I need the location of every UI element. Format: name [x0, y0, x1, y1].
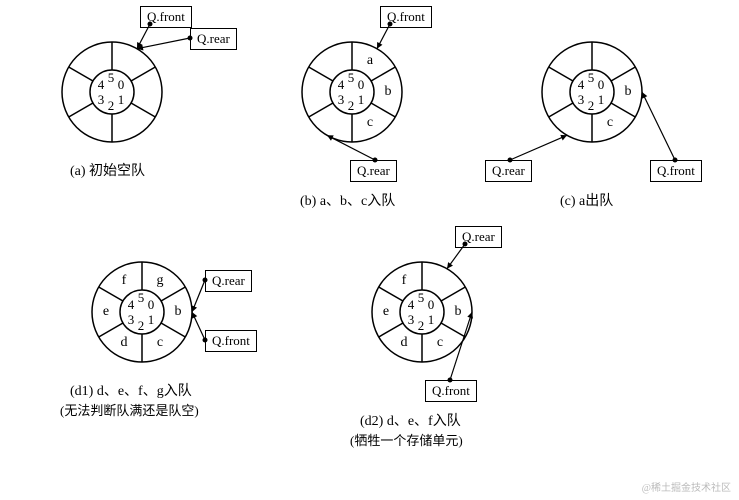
pointer-box: Q.front [205, 330, 257, 352]
circular-queue: abc 012345 [300, 40, 404, 144]
pointer-box: Q.front [380, 6, 432, 28]
index-label: 0 [598, 77, 605, 93]
watermark: @稀土掘金技术社区 [642, 479, 731, 494]
slot-value: e [383, 304, 389, 320]
pointer-box: Q.front [650, 160, 702, 182]
slot-value: c [437, 335, 443, 351]
pointer-box: Q.front [140, 6, 192, 28]
index-label: 3 [408, 312, 415, 328]
slot-value: g [157, 273, 164, 289]
index-label: 0 [428, 297, 435, 313]
figure-subcaption: (无法判断队满还是队空) [60, 400, 199, 419]
figure-d1: gbcdef012345Q.rear Q.front (d1) d、e、f、g入… [90, 260, 194, 364]
index-label: 5 [348, 70, 355, 86]
index-label: 4 [578, 77, 585, 93]
ring-svg [60, 40, 164, 144]
slot-value: c [607, 115, 613, 131]
slot-value: b [625, 84, 632, 100]
slot-value: e [103, 304, 109, 320]
index-label: 2 [348, 98, 355, 114]
figure-subcaption: (牺牲一个存储单元) [350, 430, 463, 449]
index-label: 5 [588, 70, 595, 86]
index-label: 5 [418, 290, 425, 306]
index-label: 4 [128, 297, 135, 313]
slot-value: b [175, 304, 182, 320]
slot-value: b [455, 304, 462, 320]
index-label: 0 [118, 77, 125, 93]
figure-caption: (a) 初始空队 [70, 160, 145, 180]
figure-caption: (b) a、b、c入队 [300, 190, 395, 210]
slot-value: f [122, 273, 127, 289]
index-label: 0 [358, 77, 365, 93]
slot-value: b [385, 84, 392, 100]
pointer-box: Q.rear [350, 160, 397, 182]
slot-value: d [401, 335, 408, 351]
slot-value: c [367, 115, 373, 131]
circular-queue: gbc def 012345 [90, 260, 194, 364]
pointer-box: Q.rear [190, 28, 237, 50]
pointer-box: Q.rear [205, 270, 252, 292]
index-label: 4 [98, 77, 105, 93]
index-label: 5 [138, 290, 145, 306]
index-label: 1 [358, 92, 365, 108]
index-label: 1 [118, 92, 125, 108]
pointer-box: Q.rear [485, 160, 532, 182]
index-label: 0 [148, 297, 155, 313]
figure-caption: (d1) d、e、f、g入队 [70, 380, 192, 400]
pointer-box: Q.rear [455, 226, 502, 248]
index-label: 2 [418, 318, 425, 334]
index-label: 2 [138, 318, 145, 334]
index-label: 1 [598, 92, 605, 108]
slot-value: c [157, 335, 163, 351]
figure-caption: (d2) d、e、f入队 [360, 410, 461, 430]
slot-value: a [367, 53, 373, 69]
index-label: 2 [588, 98, 595, 114]
index-label: 1 [148, 312, 155, 328]
index-label: 3 [128, 312, 135, 328]
index-label: 5 [108, 70, 115, 86]
figure-c: bc012345Q.rear Q.front (c) a出队 [540, 40, 644, 144]
index-label: 3 [338, 92, 345, 108]
figure-d2: bcdef012345Q.rear Q.front (d2) d、e、f入队(牺… [370, 260, 474, 364]
index-label: 2 [108, 98, 115, 114]
index-label: 4 [338, 77, 345, 93]
circular-queue: bc 012345 [540, 40, 644, 144]
figure-caption: (c) a出队 [560, 190, 613, 210]
slot-value: f [402, 273, 407, 289]
pointer-box: Q.front [425, 380, 477, 402]
index-label: 1 [428, 312, 435, 328]
index-label: 3 [578, 92, 585, 108]
index-label: 4 [408, 297, 415, 313]
slot-value: d [121, 335, 128, 351]
figure-a: 012345Q.front Q.rear (a) 初始空队 [60, 40, 164, 144]
index-label: 3 [98, 92, 105, 108]
circular-queue: bc def 012345 [370, 260, 474, 364]
circular-queue: 012345 [60, 40, 164, 144]
figure-b: abc012345Q.front Q.rear (b) a、b、c入队 [300, 40, 404, 144]
